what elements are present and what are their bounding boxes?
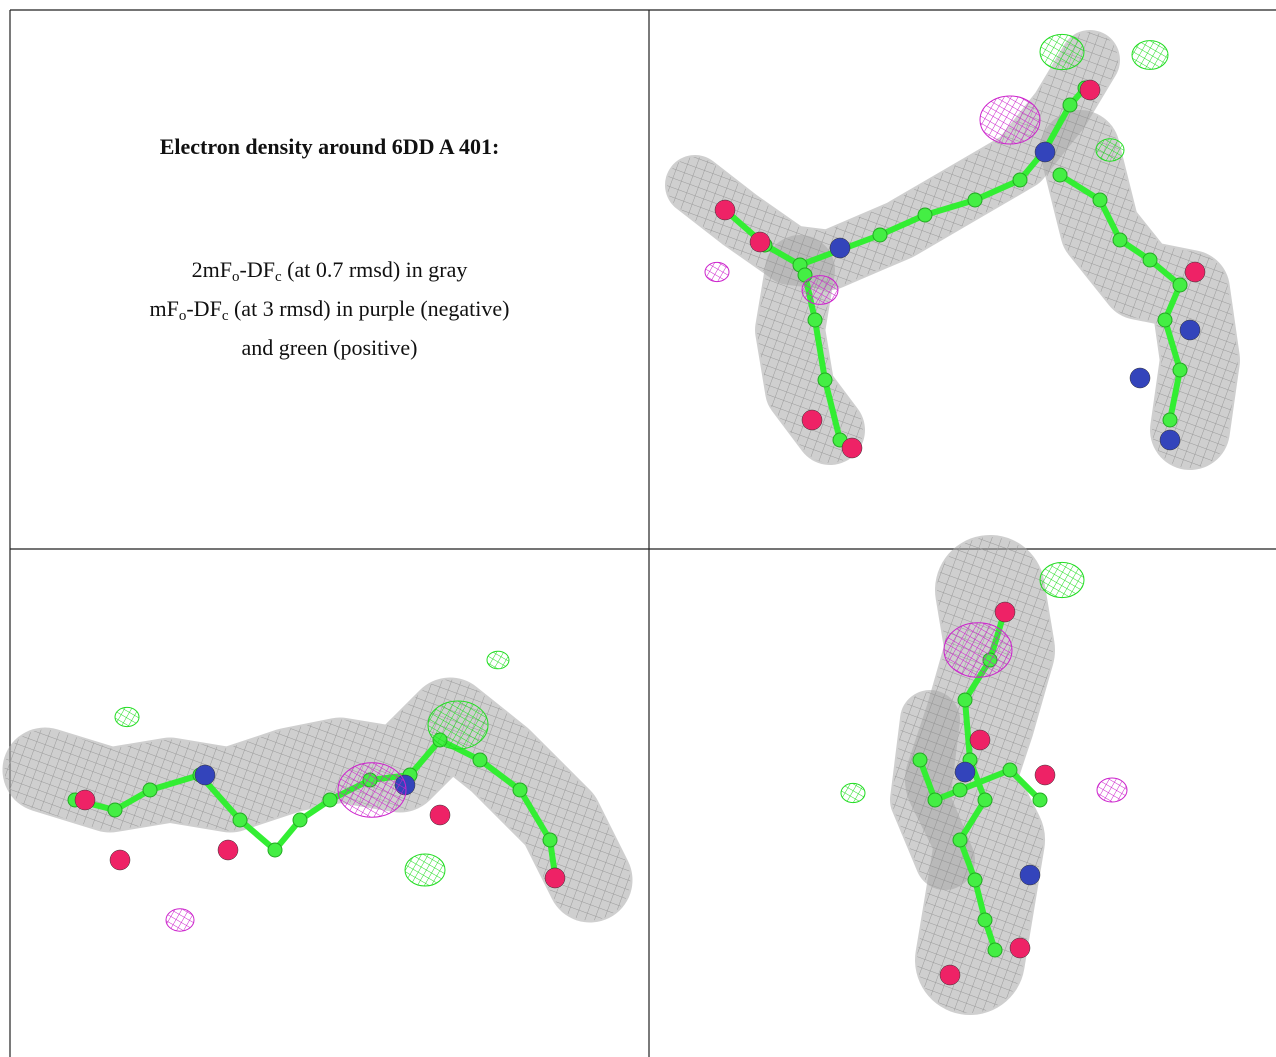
positive-density — [486, 650, 510, 670]
positive-density — [1039, 33, 1085, 71]
caption-line: 2mFo-DFc (at 0.7 rmsd) in gray — [10, 250, 649, 289]
atom — [1052, 167, 1068, 183]
atom — [1092, 192, 1108, 208]
atom — [1032, 792, 1048, 808]
hetero-atom — [1179, 319, 1201, 341]
atom — [967, 192, 983, 208]
positive-density — [840, 782, 866, 804]
hetero-atom — [544, 867, 566, 889]
atom — [817, 372, 833, 388]
negative-density — [943, 622, 1013, 678]
hetero-atom — [217, 839, 239, 861]
atom — [917, 207, 933, 223]
atom — [107, 802, 123, 818]
hetero-atom — [74, 789, 96, 811]
hetero-atom — [1034, 764, 1056, 786]
positive-density — [427, 700, 489, 750]
atom — [977, 912, 993, 928]
hetero-atom — [969, 729, 991, 751]
atom — [267, 842, 283, 858]
hetero-atom — [841, 437, 863, 459]
positive-density — [1095, 138, 1125, 162]
hetero-atom — [801, 409, 823, 431]
hetero-atom — [714, 199, 736, 221]
subscript: c — [274, 269, 282, 285]
positive-density — [404, 853, 446, 887]
subscript: c — [221, 308, 229, 324]
subscript: o — [178, 308, 187, 324]
hetero-atom — [994, 601, 1016, 623]
text: -DF — [186, 296, 222, 321]
hetero-atom — [1034, 141, 1056, 163]
text: -DF — [239, 257, 275, 282]
atom — [1172, 277, 1188, 293]
negative-density — [1096, 777, 1128, 803]
atom — [952, 832, 968, 848]
subscript: o — [232, 269, 240, 285]
positive-density — [1039, 561, 1085, 599]
atom — [912, 752, 928, 768]
atom — [927, 792, 943, 808]
hetero-atom — [1184, 261, 1206, 283]
atom — [142, 782, 158, 798]
atom — [542, 832, 558, 848]
atom — [987, 942, 1003, 958]
atom — [1157, 312, 1173, 328]
density-mesh — [1042, 112, 1238, 468]
atom — [472, 752, 488, 768]
atom — [292, 812, 308, 828]
text: (at 3 rmsd) in purple (negative) — [228, 296, 510, 321]
hetero-atom — [749, 231, 771, 253]
atom — [1002, 762, 1018, 778]
hetero-atom — [109, 849, 131, 871]
positive-density — [114, 706, 140, 728]
atom — [1012, 172, 1028, 188]
atom — [512, 782, 528, 798]
atom — [1162, 412, 1178, 428]
caption-title: Electron density around 6DD A 401: — [159, 134, 500, 159]
hetero-atom — [939, 964, 961, 986]
caption-cell: Electron density around 6DD A 401: 2mFo-… — [10, 10, 649, 549]
hetero-atom — [829, 237, 851, 259]
hetero-atom — [429, 804, 451, 826]
hetero-atom — [194, 764, 216, 786]
negative-density — [801, 275, 839, 305]
atom — [232, 812, 248, 828]
atom — [1112, 232, 1128, 248]
text: and green (positive) — [241, 335, 418, 360]
atom — [1062, 97, 1078, 113]
table-borders — [9, 9, 1276, 1057]
atom — [872, 227, 888, 243]
negative-density — [979, 95, 1041, 145]
hetero-atom — [1159, 429, 1181, 451]
atom — [322, 792, 338, 808]
hetero-atom — [1129, 367, 1151, 389]
positive-density — [1131, 40, 1169, 70]
negative-density — [704, 261, 730, 283]
density-mesh — [892, 692, 973, 888]
atom — [1142, 252, 1158, 268]
negative-density — [337, 762, 407, 818]
atom — [957, 692, 973, 708]
caption-line: mFo-DFc (at 3 rmsd) in purple (negative) — [10, 289, 649, 328]
caption-lines: 2mFo-DFc (at 0.7 rmsd) in gray mFo-DFc (… — [10, 250, 649, 367]
hetero-atom — [954, 761, 976, 783]
atom — [807, 312, 823, 328]
caption-line: and green (positive) — [10, 328, 649, 367]
density-mesh — [667, 32, 1118, 288]
atom — [1172, 362, 1188, 378]
hetero-atom — [1009, 937, 1031, 959]
hetero-atom — [1019, 864, 1041, 886]
text: mF — [149, 296, 179, 321]
negative-density — [165, 908, 195, 932]
density-mesh — [757, 237, 863, 463]
atom — [967, 872, 983, 888]
text: (at 0.7 rmsd) in gray — [281, 257, 468, 282]
text: 2mF — [191, 257, 232, 282]
atom — [952, 782, 968, 798]
atom — [977, 792, 993, 808]
hetero-atom — [1079, 79, 1101, 101]
